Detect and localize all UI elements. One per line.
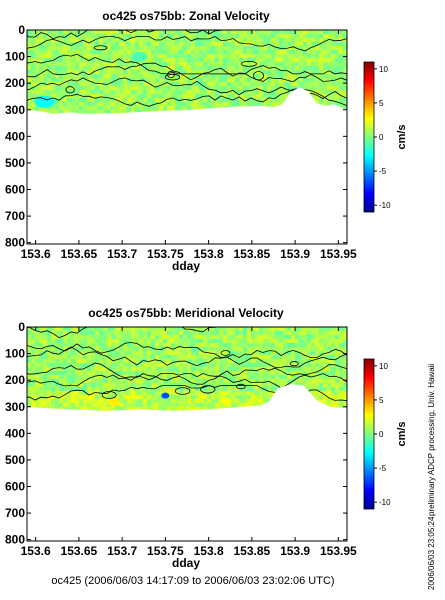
contour-line (27, 342, 347, 359)
x-tick-label: 153.75 (147, 247, 184, 261)
colorbar: 10 5 0 -5 -10 cm/s (363, 61, 408, 213)
colorbar-tick-label: 5 (379, 396, 384, 405)
y-axis: 0 100 200 300 400 500 600 700 800 (5, 320, 347, 547)
positive-velocity-patch (107, 398, 120, 407)
x-tick-label: 153.85 (234, 247, 271, 261)
y-tick-label: 100 (5, 50, 25, 64)
contour-loop (241, 60, 257, 67)
colorbar-gradient (363, 61, 375, 213)
y-tick-label: 800 (5, 236, 25, 250)
contour-line (27, 327, 347, 339)
y-tick-label: 700 (5, 209, 25, 223)
y-tick-label: 300 (5, 103, 25, 117)
contour-loop (101, 391, 117, 399)
x-tick-label: 153.7 (107, 247, 137, 261)
colorbar-tick-label: 0 (379, 430, 384, 439)
y-tick-label: 0 (18, 320, 25, 334)
contour-loop (65, 86, 75, 94)
x-tick-label: 153.8 (194, 544, 224, 558)
x-tick-label: 153.95 (320, 247, 357, 261)
contour-line (27, 346, 347, 368)
meridional-velocity-panel: oc425 os75bb: Meridional Velocity 010020… (5, 306, 408, 570)
x-tick-label: 153.85 (234, 544, 271, 558)
y-axis: 0 100 200 300 400 500 600 700 800 (5, 23, 347, 250)
zonal-velocity-panel: oc425 os75bb: Zonal Velocity 01002003004… (5, 9, 408, 273)
chart-title: oc425 os75bb: Meridional Velocity (88, 306, 284, 320)
x-tick-label: 153.65 (61, 544, 98, 558)
contour-lines (27, 30, 347, 107)
colorbar-tick-label: -10 (379, 498, 391, 507)
plot-area (26, 29, 348, 245)
contour-loop (220, 350, 231, 356)
y-tick-label: 500 (5, 453, 25, 467)
y-tick-label: 700 (5, 506, 25, 520)
y-tick-label: 200 (5, 373, 25, 387)
contour-loop (174, 387, 191, 395)
y-tick-label: 300 (5, 400, 25, 414)
x-tick-label: 153.95 (320, 544, 357, 558)
x-tick-label: 153.8 (194, 247, 224, 261)
x-tick-label: 153.7 (107, 544, 137, 558)
contour-line (27, 62, 347, 83)
y-tick-label: 100 (5, 347, 25, 361)
x-tick-label: 153.75 (147, 544, 184, 558)
colorbar: 10 5 0 -5 -10 cm/s (363, 358, 408, 510)
colorbar-label: cm/s (396, 124, 408, 149)
plot-frame (26, 326, 348, 542)
processing-timestamp: 2006/06/03 23:05:24 (427, 516, 436, 590)
contour-loop (164, 73, 181, 81)
x-axis: 153.6 153.65 153.7 153.75 153.8 153.85 153.9 15… (21, 327, 357, 558)
time-range-footer: oc425 (2006/06/03 14:17:09 to 2006/06/03… (51, 575, 334, 587)
y-tick-label: 600 (5, 183, 25, 197)
x-axis-label: dday (172, 259, 200, 273)
colorbar-label: cm/s (396, 421, 408, 446)
chart-title: oc425 os75bb: Zonal Velocity (102, 9, 270, 23)
x-axis-label: dday (172, 556, 200, 570)
contour-line (27, 77, 347, 100)
y-tick-label: 800 (5, 533, 25, 547)
colorbar-tick-label: -5 (379, 464, 387, 473)
x-axis: 153.6 153.65 153.7 153.75 153.8 153.85 153.9 15… (21, 30, 357, 261)
contour-line (27, 36, 347, 52)
processing-note: preliminary ADCP processing, Univ. Hawai… (427, 364, 436, 516)
positive-velocity-patch (220, 397, 231, 406)
y-tick-label: 400 (5, 426, 25, 440)
contour-line (27, 53, 347, 75)
negative-velocity-patch (131, 51, 148, 62)
colorbar-tick-label: -10 (379, 201, 391, 210)
colorbar-tick-label: 10 (379, 65, 388, 74)
plot-frame (26, 29, 348, 245)
colorbar-tick-label: 5 (379, 99, 384, 108)
y-tick-label: 500 (5, 156, 25, 170)
y-tick-label: 200 (5, 76, 25, 90)
x-tick-label: 153.6 (21, 247, 51, 261)
contour-line (27, 373, 347, 389)
contour-loop (289, 361, 299, 367)
contour-loop (236, 383, 246, 390)
contour-loop (253, 71, 264, 81)
colorbar-tick-label: 10 (379, 362, 388, 371)
x-tick-label: 153.9 (280, 544, 310, 558)
negative-velocity-patch (161, 392, 170, 399)
y-tick-label: 400 (5, 129, 25, 143)
contour-loop (93, 45, 108, 51)
y-tick-label: 600 (5, 480, 25, 494)
colorbar-tick-label: 0 (379, 133, 384, 142)
contour-loop (200, 385, 216, 394)
x-tick-label: 153.65 (61, 247, 98, 261)
plot-area (26, 326, 348, 542)
x-tick-label: 153.9 (280, 247, 310, 261)
colorbar-tick-label: -5 (379, 167, 387, 176)
y-tick-label: 0 (18, 23, 25, 37)
colorbar-gradient (363, 358, 375, 510)
x-tick-label: 153.6 (21, 544, 51, 558)
contour-line (27, 362, 347, 385)
contour-line (27, 88, 347, 107)
